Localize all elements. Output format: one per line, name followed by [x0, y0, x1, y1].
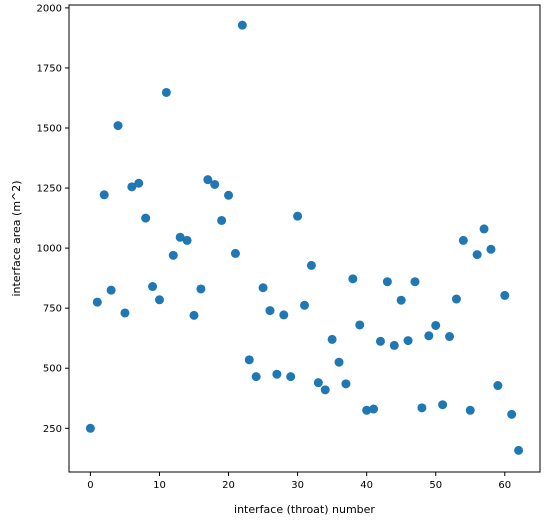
y-tick-label: 250 [43, 424, 62, 435]
data-point [210, 179, 220, 189]
data-point [85, 423, 95, 433]
data-point [141, 213, 151, 223]
data-point [265, 306, 275, 316]
data-point [134, 178, 144, 188]
axis-ticks: 0 10 20 30 40 50 60 250 500 750 1000 1250 1500 1750 20… [37, 3, 512, 491]
data-point [244, 355, 254, 365]
data-point [237, 20, 247, 30]
data-point [120, 308, 130, 318]
data-points [85, 20, 524, 455]
data-point [355, 320, 365, 330]
data-point [168, 250, 178, 260]
data-point [127, 182, 137, 192]
data-point [203, 175, 213, 185]
data-point [458, 235, 468, 245]
x-tick-label: 50 [429, 480, 442, 491]
y-tick-label: 1750 [37, 63, 62, 74]
data-point [320, 385, 330, 395]
data-point [217, 215, 227, 225]
data-point [410, 277, 420, 287]
data-point [451, 294, 461, 304]
data-point [161, 87, 171, 97]
y-axis-label: interface area (m^2) [10, 180, 23, 296]
data-point [272, 369, 282, 379]
data-point [113, 121, 123, 131]
x-axis-label: interface (throat) number [234, 503, 375, 516]
data-point [327, 334, 337, 344]
data-point [493, 381, 503, 391]
y-tick-label: 750 [43, 304, 62, 315]
y-tick-label: 1500 [37, 123, 62, 134]
data-point [369, 404, 379, 414]
data-point [189, 310, 199, 320]
plot-frame [68, 4, 541, 473]
data-point [507, 409, 517, 419]
data-point [417, 403, 427, 413]
data-point [341, 379, 351, 389]
data-point [348, 274, 358, 284]
data-point [389, 340, 399, 350]
data-point [293, 211, 303, 221]
data-point [148, 282, 158, 292]
data-point [472, 250, 482, 260]
plot-area [69, 5, 540, 472]
x-tick-label: 0 [87, 480, 93, 491]
data-point [300, 300, 309, 310]
y-tick-label: 1250 [37, 184, 62, 195]
data-point [251, 372, 261, 382]
y-tick-label: 2000 [37, 3, 62, 14]
data-point [514, 445, 524, 455]
data-point [286, 372, 296, 382]
data-point [154, 295, 164, 305]
data-point [396, 295, 406, 305]
data-point [334, 357, 344, 367]
data-point [479, 224, 489, 234]
data-point [403, 336, 413, 346]
data-point [279, 310, 289, 320]
data-point [431, 320, 441, 330]
data-point [99, 190, 109, 200]
data-point [465, 405, 475, 415]
data-point [258, 283, 268, 293]
data-point [196, 284, 206, 294]
data-point [182, 235, 192, 245]
data-point [486, 244, 496, 254]
data-point [106, 285, 116, 295]
x-tick-label: 10 [153, 480, 166, 491]
data-point [382, 277, 392, 287]
x-tick-label: 40 [360, 480, 373, 491]
y-tick-label: 500 [43, 364, 62, 375]
data-point [445, 332, 455, 342]
data-point [230, 248, 240, 258]
data-point [224, 190, 234, 200]
data-point [375, 336, 385, 346]
data-point [92, 297, 102, 307]
data-point [362, 405, 372, 415]
data-point [500, 290, 510, 300]
data-point [175, 232, 185, 242]
data-point [438, 400, 448, 410]
y-tick-label: 1000 [37, 244, 62, 255]
data-point [424, 331, 434, 341]
x-tick-label: 20 [222, 480, 235, 491]
data-point [306, 260, 316, 270]
x-tick-label: 30 [291, 480, 304, 491]
data-point [313, 378, 323, 388]
x-tick-label: 60 [498, 480, 511, 491]
